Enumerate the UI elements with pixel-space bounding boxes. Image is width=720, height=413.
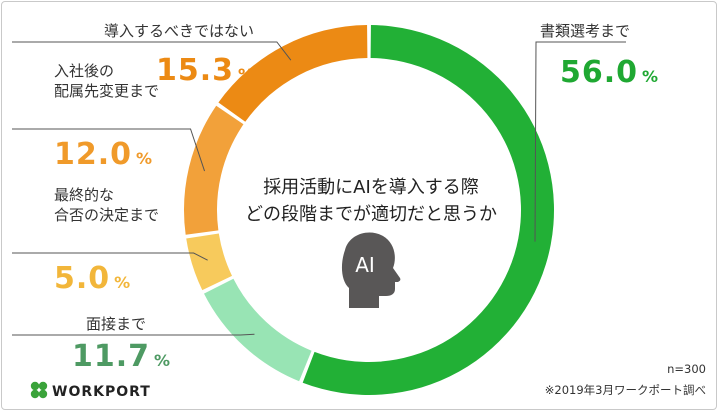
leader-line-3 <box>12 252 208 261</box>
slice-label-3-line-2: 合否の決定まで <box>54 206 159 224</box>
source-note: ※2019年3月ワークポート調べ <box>545 383 706 397</box>
slice-value-3: 5.0% <box>54 261 130 296</box>
slice-label-4-line-2: 配属先変更まで <box>54 82 159 100</box>
leader-line-2 <box>12 333 255 336</box>
chart-title-line-2: どの段階までが適切だと思うか <box>245 204 497 225</box>
slice-label-1-line-1: 書類選考まで <box>540 22 630 40</box>
donut-slices <box>184 25 554 395</box>
logo-text: WORKPORT <box>52 384 151 400</box>
slice-3 <box>186 233 233 291</box>
slice-label-2-line-1: 面接まで <box>86 315 146 333</box>
leader-lines <box>12 41 626 336</box>
slice-label-4-line-1: 入社後の <box>54 62 114 80</box>
leader-line-5 <box>12 41 292 61</box>
slice-5 <box>218 25 368 122</box>
head-silhouette-icon: AI <box>341 232 401 308</box>
sample-size: n=300 <box>667 362 706 376</box>
slice-1 <box>302 25 554 395</box>
clover-icon <box>30 381 48 399</box>
leader-line-4 <box>12 128 206 172</box>
leader-line-1 <box>534 41 626 242</box>
ai-icon-label: AI <box>355 253 375 277</box>
slice-label-5-line-1: 導入するべきではない <box>104 22 254 40</box>
slice-value-1: 56.0% <box>560 55 658 90</box>
slice-value-4: 12.0% <box>54 137 152 172</box>
slice-label-3-line-1: 最終的な <box>54 186 114 204</box>
slice-value-5: 15.3% <box>156 53 254 88</box>
slice-4 <box>184 105 244 235</box>
slice-2 <box>203 278 312 382</box>
chart-title-line-1: 採用活動にAIを導入する際 <box>263 177 479 198</box>
slice-value-2: 11.7% <box>72 339 170 374</box>
